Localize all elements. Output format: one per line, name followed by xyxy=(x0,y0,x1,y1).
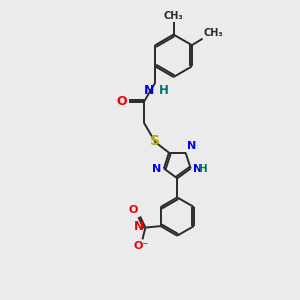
Text: S: S xyxy=(150,134,160,148)
Text: N: N xyxy=(152,164,161,173)
Text: N: N xyxy=(134,220,144,233)
Text: CH₃: CH₃ xyxy=(164,11,183,21)
Text: H: H xyxy=(199,164,208,174)
Text: H: H xyxy=(159,84,169,97)
Text: O⁻: O⁻ xyxy=(134,241,149,251)
Text: O: O xyxy=(129,205,138,214)
Text: N: N xyxy=(187,141,196,151)
Text: O: O xyxy=(116,94,127,108)
Text: CH₃: CH₃ xyxy=(204,28,223,38)
Text: N: N xyxy=(193,164,202,173)
Text: N: N xyxy=(144,84,154,97)
